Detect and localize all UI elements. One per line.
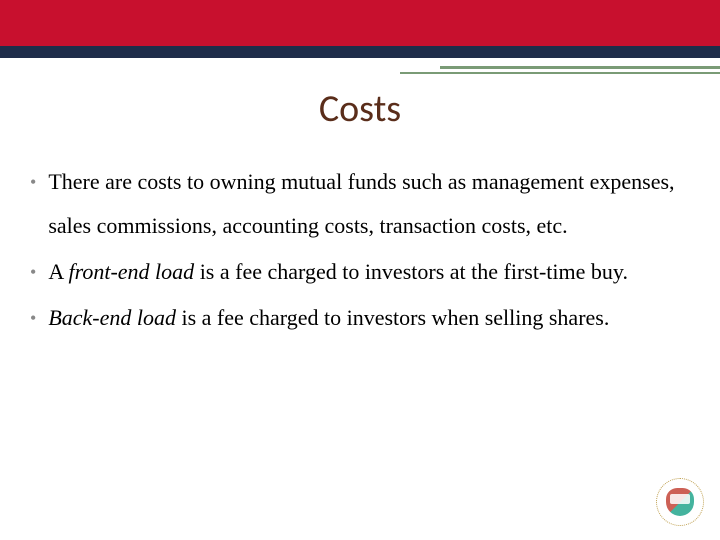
bullet-dot-icon: •	[30, 160, 36, 204]
bullet-dot-icon: •	[30, 250, 36, 294]
bullet-item: • A front-end load is a fee charged to i…	[30, 250, 690, 294]
bullet-text: Back-end load is a fee charged to invest…	[48, 296, 609, 340]
slide-title: Costs	[0, 86, 720, 132]
university-logo-icon	[656, 478, 704, 526]
header-bar-red	[0, 0, 720, 46]
slide-content: • There are costs to owning mutual funds…	[0, 132, 720, 340]
bullet-item: • Back-end load is a fee charged to inve…	[30, 296, 690, 340]
header-bar-navy	[0, 46, 720, 58]
bullet-dot-icon: •	[30, 296, 36, 340]
bullet-text: There are costs to owning mutual funds s…	[48, 160, 690, 248]
bullet-item: • There are costs to owning mutual funds…	[30, 160, 690, 248]
accent-lines	[400, 66, 720, 74]
bullet-text: A front-end load is a fee charged to inv…	[48, 250, 628, 294]
